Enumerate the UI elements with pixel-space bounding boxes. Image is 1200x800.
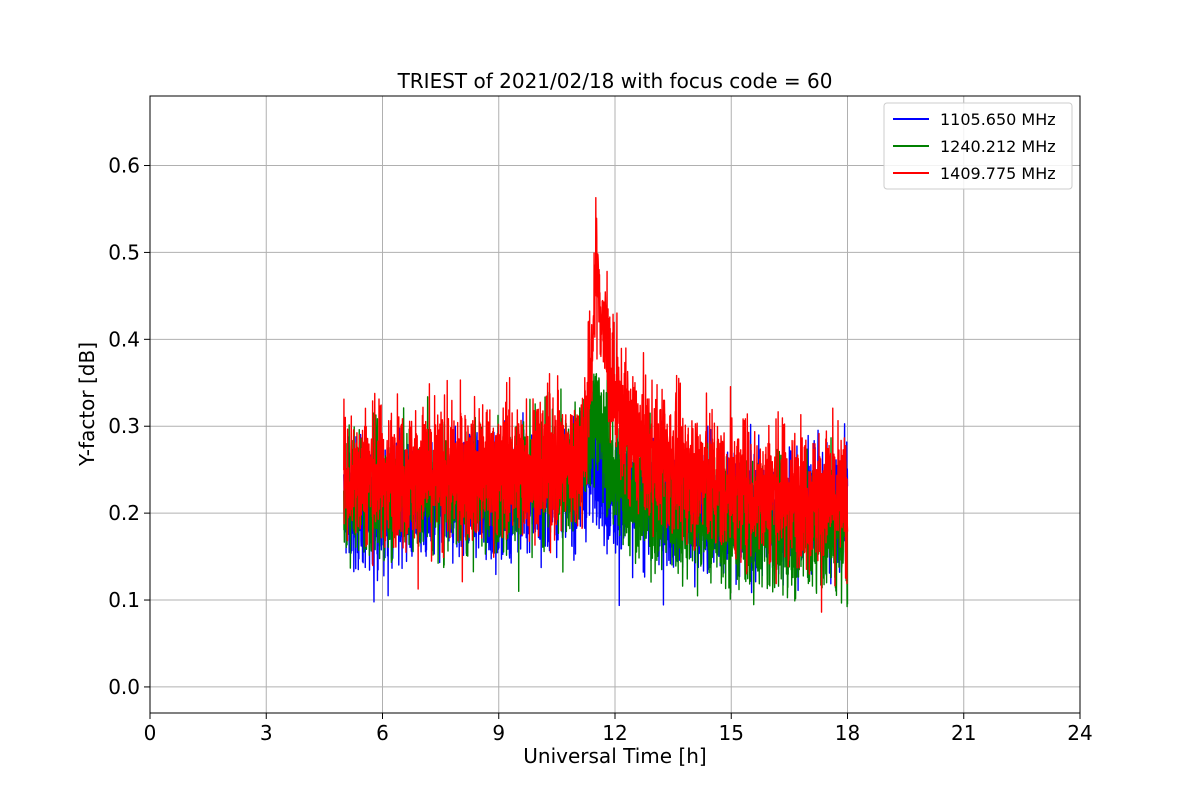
legend-label-2: 1240.212 MHz [940,137,1056,156]
legend-entries: 1105.650 MHz 1240.212 MHz 1409.775 MHz [893,110,1056,183]
x-axis-label: Universal Time [h] [523,744,706,768]
y-axis-label: Y-factor [dB] [75,342,99,467]
tick-layer: 0 3 6 9 12 15 18 21 24 0.0 0.1 0.2 0.3 0.4 0.5 0.6 [108,154,1093,745]
y-tick-label: 0.4 [108,327,140,351]
legend-label-3: 1409.775 MHz [940,164,1056,183]
legend: 1105.650 MHz 1240.212 MHz 1409.775 MHz [883,102,1073,190]
legend-label-1: 1105.650 MHz [940,110,1056,129]
y-tick-label: 0.2 [108,501,140,525]
x-tick-label: 3 [260,721,273,745]
x-tick-label: 12 [602,721,627,745]
x-tick-label: 6 [376,721,389,745]
x-tick-label: 15 [719,721,744,745]
series-layer [343,196,849,613]
series-line-3 [343,196,849,613]
y-tick-label: 0.0 [108,675,140,699]
y-tick-label: 0.6 [108,154,140,178]
y-tick-label: 0.3 [108,414,140,438]
x-tick-label: 0 [144,721,157,745]
x-tick-label: 21 [951,721,976,745]
y-tick-label: 0.1 [108,588,140,612]
x-tick-label: 24 [1067,721,1092,745]
x-tick-label: 9 [492,721,505,745]
y-tick-label: 0.5 [108,240,140,264]
x-tick-label: 18 [835,721,860,745]
chart-title: TRIEST of 2021/02/18 with focus code = 6… [397,69,833,93]
legend-box [883,102,1073,190]
